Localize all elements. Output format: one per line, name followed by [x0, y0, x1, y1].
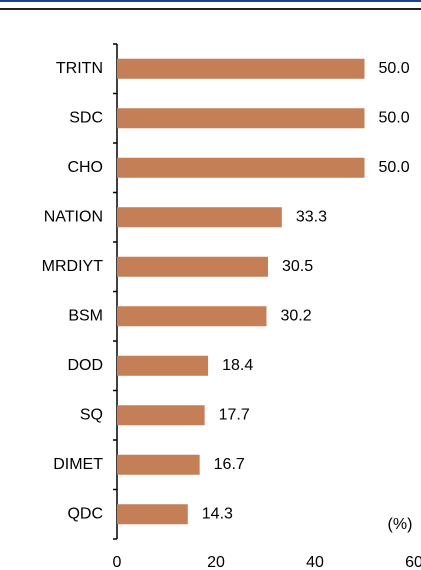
- y-tick-label: SQ: [80, 406, 103, 423]
- bar: [117, 504, 188, 525]
- value-label: 16.7: [214, 456, 245, 473]
- bar: [117, 355, 209, 376]
- unit-label: (%): [388, 516, 413, 533]
- y-tick-label: SDC: [69, 109, 103, 126]
- bar: [117, 207, 282, 228]
- title-fragment: [0, 0, 421, 2]
- bar: [117, 157, 365, 178]
- bar: [117, 454, 200, 475]
- value-label: 14.3: [202, 505, 233, 522]
- value-label: 50.0: [379, 60, 410, 77]
- bar: [117, 256, 268, 277]
- value-label: 30.5: [282, 258, 313, 275]
- value-label: 30.2: [280, 307, 311, 324]
- bar: [117, 108, 365, 129]
- y-tick-label: TRITN: [56, 60, 103, 77]
- y-tick-label: QDC: [67, 505, 103, 522]
- bar: [117, 58, 365, 79]
- bar: [117, 405, 205, 426]
- bar: [117, 306, 267, 327]
- value-label: 33.3: [296, 208, 327, 225]
- value-label: 50.0: [379, 109, 410, 126]
- x-tick-label: 40: [306, 554, 324, 570]
- x-tick-label: 20: [207, 554, 225, 570]
- value-label: 50.0: [379, 159, 410, 176]
- y-tick-label: DOD: [67, 357, 103, 374]
- x-tick-label: 60: [405, 554, 421, 570]
- value-label: 17.7: [219, 406, 250, 423]
- x-tick-label: 0: [113, 554, 122, 570]
- y-tick-label: DIMET: [53, 456, 103, 473]
- y-tick-label: BSM: [68, 307, 103, 324]
- y-tick-label: NATION: [44, 208, 103, 225]
- y-tick-label: MRDIYT: [42, 258, 104, 275]
- y-tick-label: CHO: [67, 159, 103, 176]
- value-label: 18.4: [222, 357, 253, 374]
